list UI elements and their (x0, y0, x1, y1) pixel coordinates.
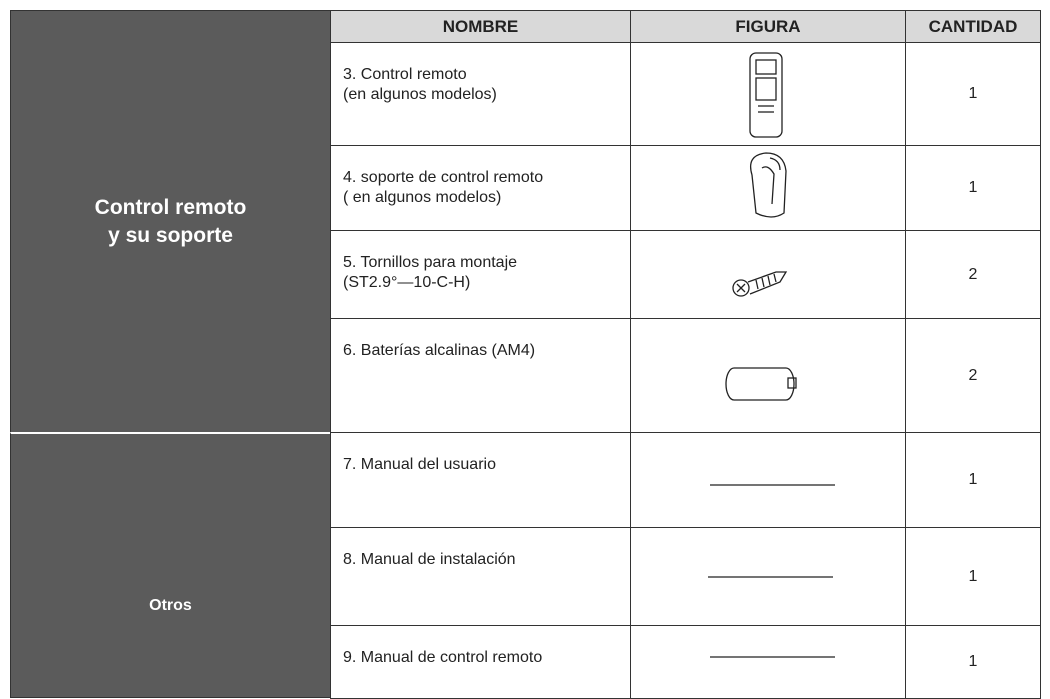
name-line: 4. soporte de control remoto (343, 169, 544, 186)
figure-cell (630, 432, 906, 528)
name-cell: 6. Baterías alcalinas (AM4) (330, 318, 631, 433)
quantity-cell: 1 (905, 432, 1041, 528)
name-line: 5. Tornillos para montaje (343, 254, 518, 271)
name-line: ( en algunos modelos) (343, 189, 502, 206)
name-cell: 8. Manual de instalación (330, 527, 631, 626)
header-cell: FIGURA (630, 10, 906, 43)
quantity-cell: 1 (905, 42, 1041, 146)
figure-cell (630, 527, 906, 626)
quantity-cell: 1 (905, 145, 1041, 231)
figure-cell (630, 42, 906, 146)
name-line: (ST2.9°—10-C-H) (343, 274, 471, 291)
group-label: Otros (149, 597, 192, 614)
name-cell: 7. Manual del usuario (330, 432, 631, 528)
header-cell: CANTIDAD (905, 10, 1041, 43)
name-line: 7. Manual del usuario (343, 456, 496, 473)
figure-cell (630, 145, 906, 231)
figure-cell (630, 625, 906, 699)
group-cell: Control remoto y su soporte (10, 10, 331, 433)
group-label: y su soporte (108, 223, 233, 247)
name-cell: 3. Control remoto (en algunos modelos) (330, 42, 631, 146)
figure-cell (630, 230, 906, 319)
name-line: 8. Manual de instalación (343, 551, 516, 568)
quantity-cell: 2 (905, 318, 1041, 433)
group-label: Control remoto (94, 195, 247, 219)
group-cell: Otros (10, 432, 331, 698)
name-cell: 9. Manual de control remoto (330, 625, 631, 699)
quantity-cell: 2 (905, 230, 1041, 319)
quantity-cell: 1 (905, 625, 1041, 699)
name-cell: 5. Tornillos para montaje (ST2.9°—10-C-H) (330, 230, 631, 319)
header-cell: NOMBRE (330, 10, 631, 43)
name-line: 6. Baterías alcalinas (AM4) (343, 342, 536, 359)
name-line: 3. Control remoto (343, 66, 467, 83)
name-line: 9. Manual de control remoto (343, 649, 543, 666)
quantity-cell: 1 (905, 527, 1041, 626)
figure-cell (630, 318, 906, 433)
name-cell: 4. soporte de control remoto ( en algunos… (330, 145, 631, 231)
name-line: (en algunos modelos) (343, 86, 497, 103)
